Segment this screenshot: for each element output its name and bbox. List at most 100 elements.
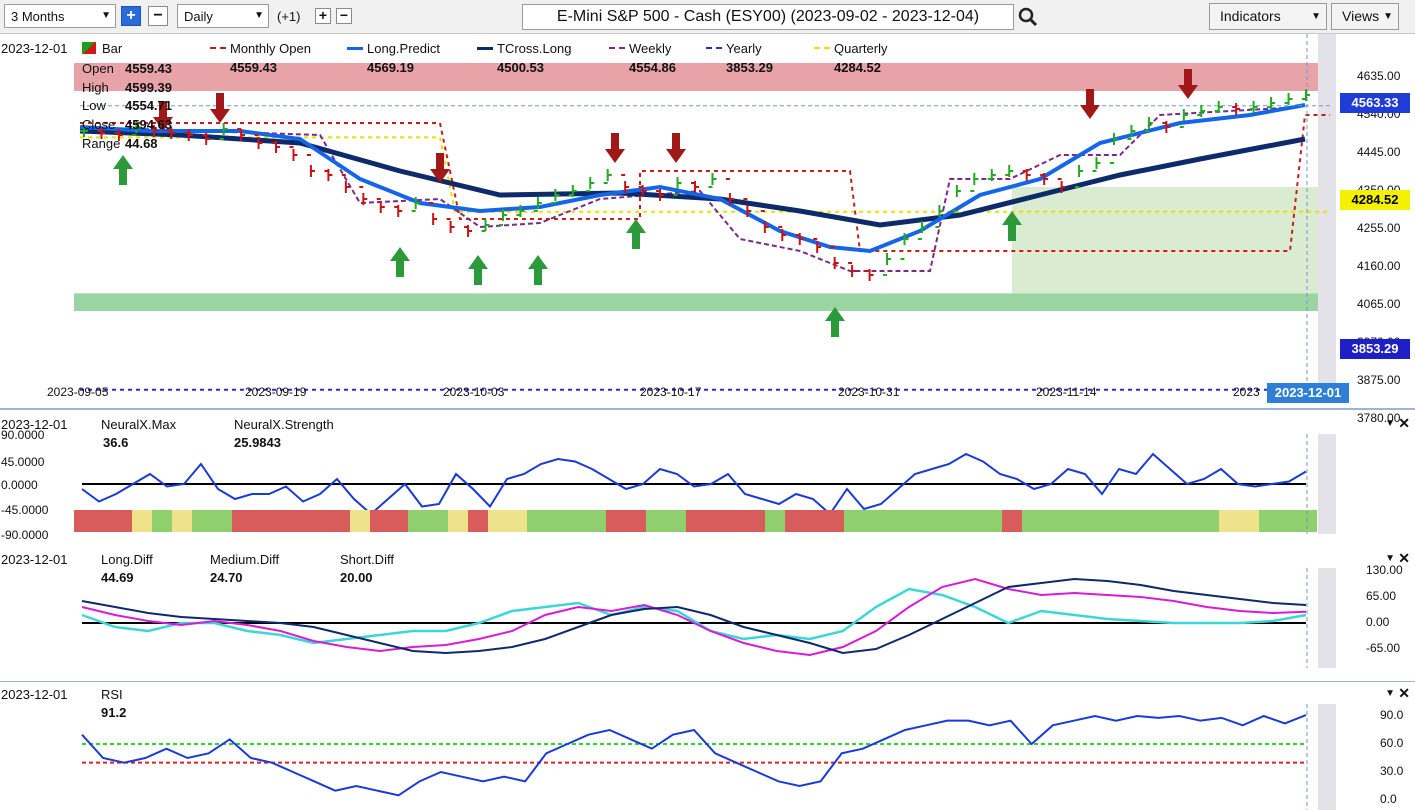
resistance-zone <box>74 63 1335 91</box>
rsi-tick: 60.0 <box>1380 736 1404 750</box>
sell-arrow-icon <box>1080 89 1100 119</box>
add-bar-button[interactable]: + <box>315 8 331 24</box>
neural-max-segment <box>74 510 132 532</box>
symbol-title[interactable]: E-Mini S&P 500 - Cash (ESY00) (2023-09-0… <box>522 4 1014 30</box>
collapse-icon[interactable]: ▼ <box>1385 418 1395 429</box>
neural-max-segment <box>844 510 1002 532</box>
tcross-long-line <box>79 128 1306 228</box>
neural-max-segment <box>232 510 350 532</box>
legend-item-5: Yearly <box>726 41 762 56</box>
quarterly-price-tag: 4284.52 <box>1340 190 1410 210</box>
legend-swatch <box>706 47 722 49</box>
ohlc-low-value: 4554.71 <box>125 98 172 113</box>
neural-max-segment <box>785 510 844 532</box>
ohlc-open-label: Open <box>82 61 114 76</box>
price-chart[interactable] <box>0 34 1415 410</box>
date-tick: 2023 <box>1233 385 1260 399</box>
price-tick: 4445.00 <box>1357 145 1401 159</box>
weekly-line <box>79 106 1301 272</box>
buy-arrow-icon <box>528 255 548 285</box>
short-diff-line <box>81 587 1307 645</box>
neural-max-segment <box>488 510 527 532</box>
close-icon[interactable]: ✕ <box>1398 550 1410 566</box>
collapse-icon[interactable]: ▼ <box>1385 688 1395 699</box>
date-tick: 2023-10-03 <box>443 385 505 399</box>
rsi-tick: 90.0 <box>1380 708 1404 722</box>
long-diff-name: Long.Diff <box>101 552 153 567</box>
ohlc-low-label: Low <box>82 98 106 113</box>
diff-tick: 130.00 <box>1366 563 1403 577</box>
ohlc-high-value: 4599.39 <box>125 80 172 95</box>
toolbar: 3 Months ▼ + − Daily ▼ (+1) + − E-Mini S&P… <box>0 0 1415 34</box>
price-tick: 4160.00 <box>1357 259 1401 273</box>
yearly-price-tag: 3853.29 <box>1340 339 1410 359</box>
close-icon[interactable]: ✕ <box>1398 685 1410 701</box>
sell-arrow-icon <box>605 133 625 163</box>
price-tick: 4255.00 <box>1357 221 1401 235</box>
close-icon[interactable]: ✕ <box>1398 415 1410 431</box>
diff-date: 2023-12-01 <box>1 552 68 567</box>
sell-arrow-icon <box>666 133 686 163</box>
legend-value-1: 4559.43 <box>230 60 277 75</box>
indicators-button[interactable]: Indicators ▼ <box>1209 3 1327 30</box>
rsi-value: 91.2 <box>101 705 127 720</box>
interval-value: Daily <box>184 8 213 24</box>
neural-chart[interactable] <box>0 410 1415 546</box>
buy-arrow-icon <box>113 155 133 185</box>
neural-max-segment <box>527 510 606 532</box>
value-zone <box>1012 187 1335 294</box>
legend-value-5: 3853.29 <box>726 60 773 75</box>
diff-chart[interactable] <box>0 548 1415 682</box>
legend-swatch <box>210 47 226 49</box>
diff-tick: 65.00 <box>1366 589 1397 603</box>
buy-arrow-icon <box>626 219 646 249</box>
remove-bar-button[interactable]: − <box>336 8 352 24</box>
long-diff-value: 44.69 <box>101 570 134 585</box>
views-button[interactable]: Views ▼ <box>1331 3 1399 30</box>
legend-item-2: Long.Predict <box>367 41 440 56</box>
neural-max-segment <box>448 510 468 532</box>
legend-swatch <box>814 47 830 49</box>
diff-tick: 0.00 <box>1366 615 1390 629</box>
legend-swatch <box>609 47 625 49</box>
collapse-icon[interactable]: ▼ <box>1385 553 1395 564</box>
rsi-chart[interactable] <box>0 684 1415 810</box>
medium-diff-value: 24.70 <box>210 570 243 585</box>
search-icon[interactable] <box>1018 7 1038 27</box>
support-zone <box>74 293 1335 311</box>
future-zone <box>1318 434 1336 534</box>
neural-tick: 45.0000 <box>1 455 45 469</box>
main-date: 2023-12-01 <box>1 41 68 56</box>
date-tick: 2023-11-14 <box>1036 385 1097 399</box>
legend-swatch <box>477 47 493 50</box>
date-tick: 2023-09-19 <box>245 385 307 399</box>
neural-max-value: 36.6 <box>103 435 129 450</box>
zoom-in-button[interactable]: + <box>121 6 141 26</box>
neural-max-segment <box>370 510 408 532</box>
date-tick: 2023-10-31 <box>838 385 900 399</box>
neural-strength-value: 25.9843 <box>234 435 281 450</box>
future-zone <box>1318 568 1336 668</box>
zoom-out-button[interactable]: − <box>148 6 168 26</box>
price-tick: 3780.00 <box>1357 411 1401 425</box>
buy-arrow-icon <box>390 247 410 277</box>
buy-arrow-icon <box>468 255 488 285</box>
rsi-tick: 30.0 <box>1380 764 1404 778</box>
neural-max-name: NeuralX.Max <box>101 417 177 432</box>
legend-item-4: Weekly <box>629 41 672 56</box>
neural-max-segment <box>132 510 152 532</box>
ohlc-close-value: 4594.63 <box>125 117 172 132</box>
short-diff-value: 20.00 <box>340 570 373 585</box>
interval-select[interactable]: Daily ▼ <box>177 4 269 28</box>
legend-value-2: 4569.19 <box>367 60 414 75</box>
range-select[interactable]: 3 Months ▼ <box>4 4 116 28</box>
rsi-date: 2023-12-01 <box>1 687 68 702</box>
neural-tick: 90.0000 <box>1 428 45 442</box>
neural-max-segment <box>152 510 172 532</box>
future-zone <box>1318 34 1336 394</box>
legend-value-4: 4554.86 <box>629 60 676 75</box>
long-diff-line <box>81 577 1307 655</box>
future-zone <box>1318 704 1336 810</box>
ohlc-close-label: Close <box>82 117 116 132</box>
rsi-name: RSI <box>101 687 123 702</box>
